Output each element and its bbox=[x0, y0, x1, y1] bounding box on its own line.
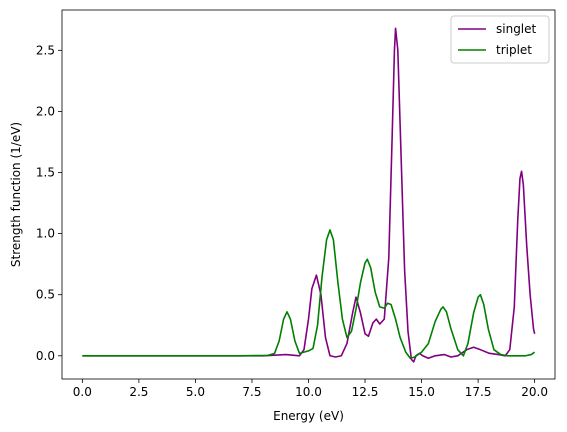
x-axis-label: Energy (eV) bbox=[273, 409, 344, 423]
y-tick-label: 1.5 bbox=[36, 166, 55, 180]
x-axis-ticks: 0.0 2.5 5.0 7.5 10.0 12.5 15.0 17.5 20.0 bbox=[73, 379, 548, 399]
x-tick-label: 7.5 bbox=[242, 385, 261, 399]
series-layer bbox=[82, 27, 536, 363]
y-axis-ticks: 0.0 0.5 1.0 1.5 2.0 2.5 bbox=[36, 43, 62, 363]
legend: singlet triplet bbox=[450, 15, 550, 64]
y-tick-label: 2.5 bbox=[36, 43, 55, 57]
y-tick-label: 1.0 bbox=[36, 227, 55, 241]
series-line-triplet bbox=[82, 229, 536, 360]
x-tick-label: 17.5 bbox=[465, 385, 492, 399]
x-tick-label: 10.0 bbox=[295, 385, 322, 399]
legend-box bbox=[450, 15, 550, 64]
y-tick-label: 2.0 bbox=[36, 104, 55, 118]
x-tick-label: 0.0 bbox=[73, 385, 92, 399]
y-tick-label: 0.0 bbox=[36, 349, 55, 363]
legend-label-singlet: singlet bbox=[496, 22, 537, 36]
y-tick-label: 0.5 bbox=[36, 288, 55, 302]
x-tick-label: 15.0 bbox=[408, 385, 435, 399]
plot-frame bbox=[61, 9, 556, 380]
x-tick-label: 2.5 bbox=[129, 385, 148, 399]
x-tick-label: 20.0 bbox=[521, 385, 548, 399]
x-tick-label: 5.0 bbox=[186, 385, 205, 399]
legend-label-triplet: triplet bbox=[496, 43, 532, 57]
y-axis-label: Strength function (1/eV) bbox=[9, 122, 23, 267]
x-tick-label: 12.5 bbox=[352, 385, 379, 399]
